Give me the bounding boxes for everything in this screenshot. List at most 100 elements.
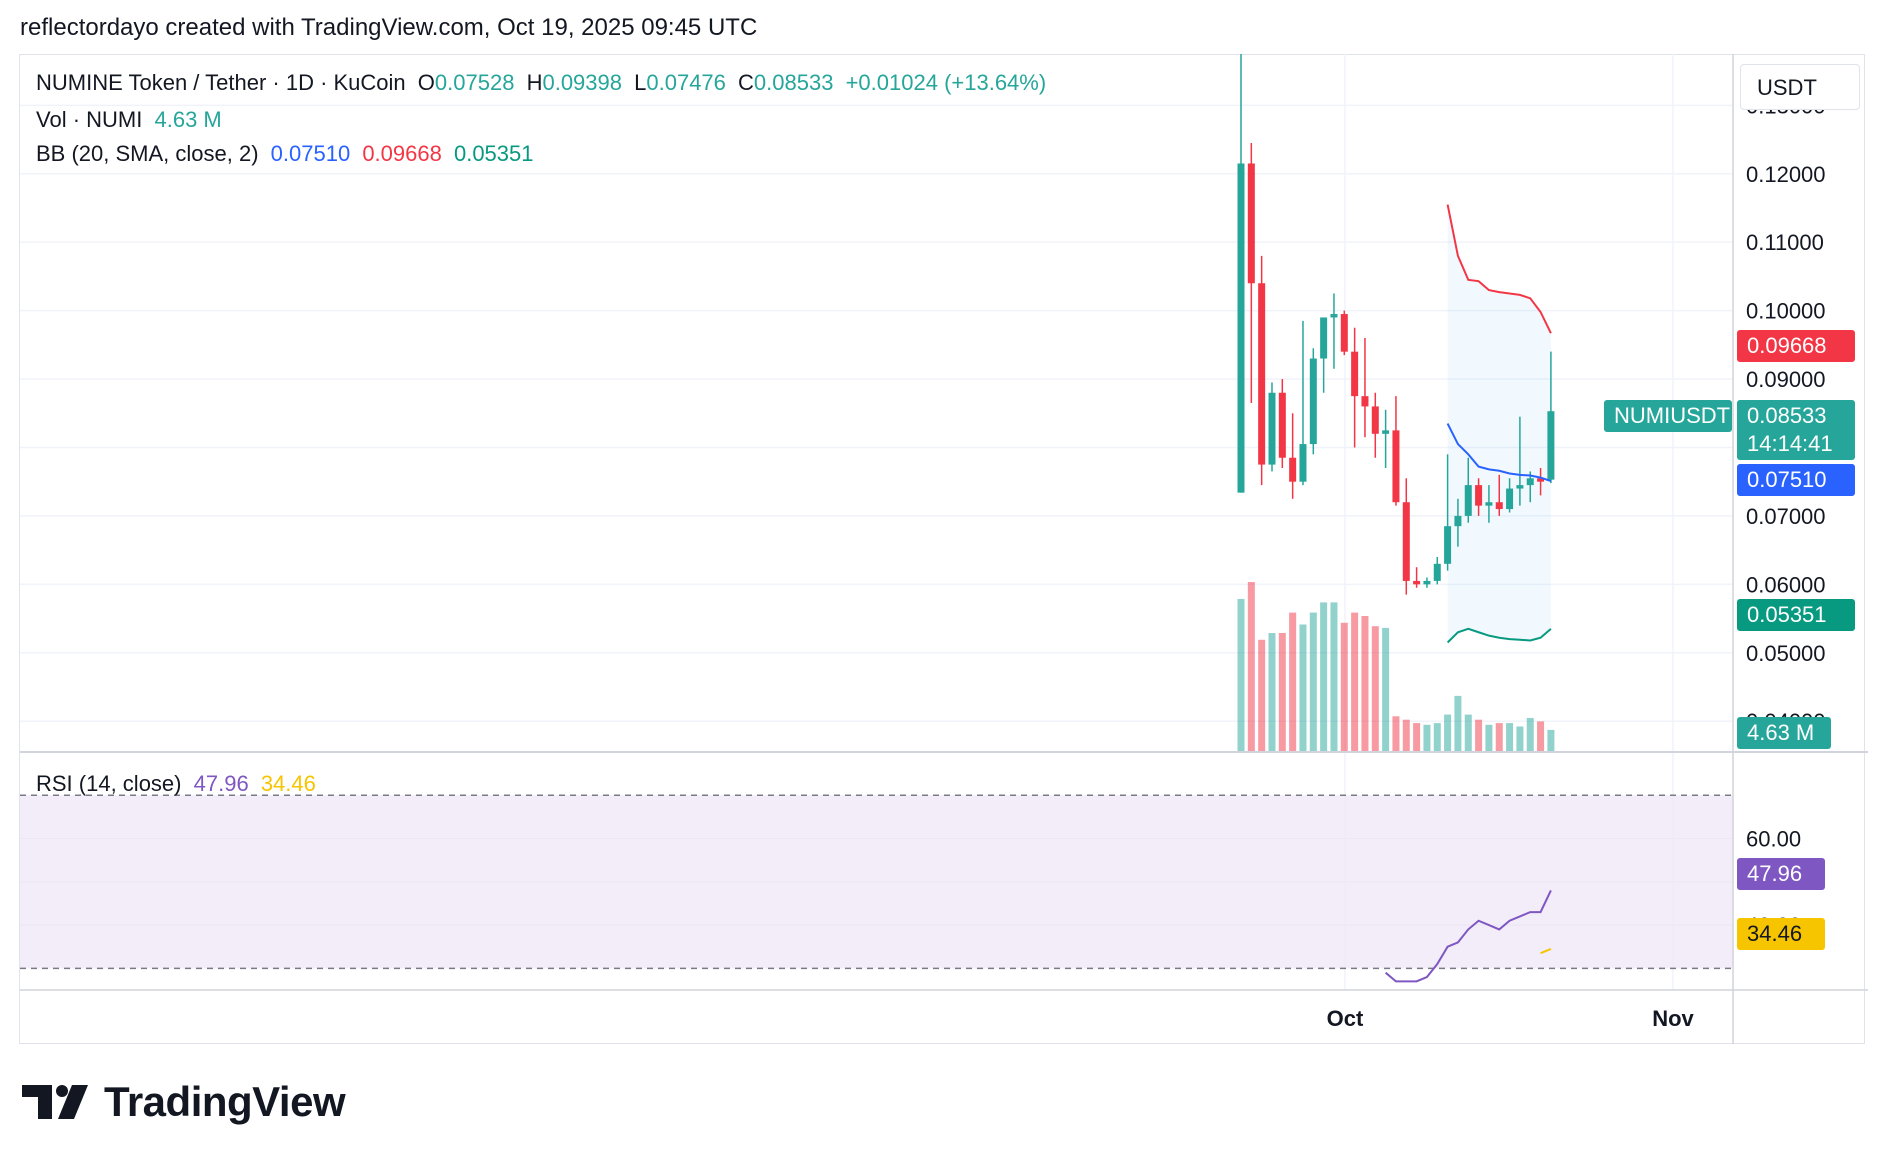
volume-bar (1464, 714, 1472, 752)
candle-body (1278, 392, 1286, 458)
candle-body (1516, 485, 1524, 489)
volume-bar (1330, 602, 1338, 752)
legend-bb-row[interactable]: BB (20, SMA, close, 2) 0.07510 0.09668 0… (36, 141, 540, 167)
volume-bar (1247, 582, 1255, 752)
chart-frame (19, 54, 1865, 1044)
candle-body (1361, 396, 1369, 407)
tradingview-logo[interactable]: TradingView (22, 1078, 346, 1126)
volume-bar (1413, 723, 1421, 752)
bb-basis-line (1446, 423, 1552, 482)
candle-body (1299, 444, 1307, 482)
bb-upper-line (1446, 204, 1552, 334)
legend-vol-value: 4.63 M (154, 107, 222, 132)
legend-close: C0.08533 (738, 70, 834, 95)
volume-bars (1237, 582, 1555, 752)
bb-upper-tag: 0.09668 (1737, 330, 1855, 362)
symbol-tag[interactable]: NUMIUSDT (1604, 400, 1732, 432)
candle-body (1413, 580, 1421, 585)
legend-low: L0.07476 (634, 70, 726, 95)
price-tick-label: 0.10000 (1746, 299, 1826, 324)
time-tick-label: Oct (1327, 1006, 1364, 1031)
volume-bar (1537, 721, 1545, 752)
bb-basis-tag: 0.07510 (1737, 464, 1855, 496)
candle-body (1371, 406, 1379, 434)
price-tick-label: 0.12000 (1746, 162, 1826, 187)
candle-body (1547, 411, 1555, 480)
legend-symbol[interactable]: NUMINE Token / Tether · 1D · KuCoin (36, 70, 406, 95)
candle-body (1268, 392, 1276, 465)
volume-bar (1382, 627, 1390, 752)
price-tick-label: 0.11000 (1746, 230, 1824, 255)
legend-open: O0.07528 (417, 70, 515, 95)
credit-text: reflectordayo created with TradingView.c… (20, 14, 758, 41)
volume-bar (1361, 616, 1369, 752)
price-tick-label: 0.09000 (1746, 367, 1826, 392)
countdown-value: 14:14:41 (1747, 431, 1833, 456)
volume-bar (1340, 622, 1348, 752)
time-tick-label: Nov (1652, 1006, 1694, 1031)
rsi-tick-label: 60.00 (1746, 827, 1801, 852)
candle-body (1423, 580, 1431, 585)
volume-bar (1278, 633, 1286, 752)
candle-body (1392, 430, 1400, 503)
candle-body (1402, 502, 1410, 581)
legend-volume-row[interactable]: Vol · NUMI 4.63 M (36, 107, 228, 133)
volume-bar (1506, 723, 1514, 752)
bb-lower-line (1446, 627, 1552, 644)
tradingview-logo-icon (22, 1085, 88, 1119)
candle-body (1506, 488, 1514, 510)
price-tick-label: 0.05000 (1746, 641, 1826, 666)
volume-bar (1299, 624, 1307, 752)
legend-bb-label: BB (20, SMA, close, 2) (36, 141, 259, 166)
volume-bar (1516, 726, 1524, 752)
legend-rsi-label: RSI (14, close) (36, 771, 182, 796)
currency-button[interactable]: USDT (1740, 64, 1860, 110)
legend-bb-basis: 0.07510 (270, 141, 351, 166)
candle-body (1247, 163, 1255, 284)
legend-bb-upper: 0.09668 (362, 141, 442, 166)
legend-change: +0.01024 (+13.64%) (845, 70, 1047, 95)
tradingview-logo-text: TradingView (104, 1078, 346, 1125)
legend-bb-lower: 0.05351 (453, 141, 534, 166)
volume-bar (1444, 714, 1452, 752)
candle-body (1330, 314, 1338, 318)
volume-tag: 4.63 M (1737, 717, 1831, 749)
bb-lines (1446, 204, 1552, 644)
price-tick-label: 0.07000 (1746, 504, 1826, 529)
volume-bar (1237, 599, 1245, 752)
rsi-lines (1384, 890, 1552, 983)
price-axis-ticks: 0.130000.120000.110000.100000.090000.070… (1746, 93, 1826, 734)
legend-vol-label: Vol · NUMI (36, 107, 143, 132)
volume-bar (1289, 612, 1297, 752)
candle-body (1309, 358, 1317, 445)
candle-body (1444, 526, 1452, 564)
volume-bar (1371, 626, 1379, 752)
candle-body (1351, 351, 1359, 397)
rsi-ma-line (1540, 947, 1552, 955)
candle-body (1433, 563, 1441, 581)
last-price-tag: 0.08533 14:14:41 (1737, 400, 1855, 460)
legend-rsi-row[interactable]: RSI (14, close) 47.96 34.46 (36, 771, 322, 797)
volume-bar (1309, 612, 1317, 752)
volume-bar (1433, 723, 1441, 752)
rsi-tag: 47.96 (1737, 858, 1825, 890)
rsi-band (20, 795, 1733, 969)
volume-bar (1485, 724, 1493, 752)
candle-body (1485, 502, 1493, 506)
candle-body (1454, 515, 1462, 527)
volume-bar (1423, 724, 1431, 752)
volume-bar (1547, 729, 1555, 752)
candle-body (1289, 457, 1297, 482)
legend-high: H0.09398 (526, 70, 622, 95)
rsi-line (1384, 890, 1552, 983)
candles (1237, 54, 1555, 595)
candle-body (1526, 478, 1534, 486)
candle-body (1537, 478, 1545, 482)
candle-body (1382, 430, 1390, 434)
volume-bar (1475, 719, 1483, 752)
candle-body (1340, 314, 1348, 352)
candle-body (1320, 317, 1328, 359)
legend-ohlc-row: NUMINE Token / Tether · 1D · KuCoin O0.0… (36, 70, 1052, 96)
bb-band-fill (1447, 204, 1551, 643)
